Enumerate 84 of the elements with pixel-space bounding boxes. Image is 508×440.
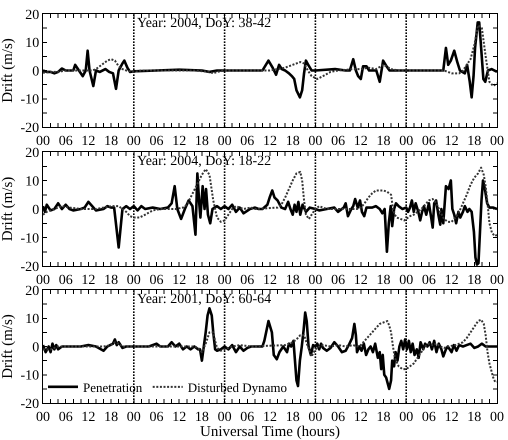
- y-tick-label: 0: [32, 202, 40, 218]
- x-tick-label: 00: [308, 410, 322, 425]
- y-tick-label: 20: [25, 8, 40, 23]
- x-tick-label: 06: [150, 134, 164, 149]
- x-tick-label: 12: [81, 134, 96, 149]
- x-tick-label: 00: [490, 134, 504, 149]
- y-tick-label: -20: [20, 260, 40, 275]
- y-tick-label: -10: [20, 368, 40, 384]
- x-tick-label: 12: [81, 410, 96, 425]
- x-tick-label: 18: [104, 134, 118, 149]
- x-tick-label: 06: [240, 272, 254, 288]
- x-tick-label: 06: [331, 134, 346, 149]
- x-tick-label: 12: [263, 410, 277, 425]
- x-tick-label: 00: [36, 410, 50, 425]
- x-tick-label: 18: [467, 410, 482, 425]
- x-tick-label: 00: [399, 272, 414, 288]
- x-tick-label: 06: [58, 134, 73, 149]
- x-tick-label: 18: [376, 410, 390, 425]
- x-tick-label: 12: [354, 134, 368, 149]
- x-tick-label: 12: [444, 134, 459, 149]
- x-tick-label: 00: [490, 272, 504, 288]
- x-tick-label: 06: [58, 272, 73, 288]
- y-axis-title: Drift (m/s): [0, 314, 16, 379]
- legend-label: Disturbed Dynamo: [188, 380, 287, 395]
- y-tick-label: 0: [32, 64, 40, 80]
- x-tick-label: 18: [194, 410, 209, 425]
- x-tick-label: 18: [286, 410, 300, 425]
- x-tick-label: 00: [399, 410, 414, 425]
- x-tick-label: 18: [194, 272, 209, 288]
- y-tick-label: 0: [32, 340, 40, 356]
- x-tick-label: 12: [263, 134, 277, 149]
- x-tick-label: 18: [467, 272, 482, 288]
- x-tick-label: 06: [331, 410, 346, 425]
- x-tick-label: 06: [422, 410, 436, 425]
- x-tick-label: 18: [376, 272, 390, 288]
- x-tick-label: 00: [308, 134, 322, 149]
- x-tick-label: 06: [422, 134, 436, 149]
- x-tick-label: 12: [444, 410, 459, 425]
- y-axis-title: Drift (m/s): [0, 176, 16, 242]
- y-tick-label: 10: [25, 174, 40, 190]
- y-tick-label: 10: [25, 36, 40, 52]
- x-tick-label: 00: [218, 410, 232, 425]
- x-tick-label: 00: [399, 134, 414, 149]
- x-tick-label: 18: [376, 134, 390, 149]
- y-tick-label: 10: [25, 312, 40, 328]
- x-tick-label: 12: [444, 272, 459, 288]
- x-tick-label: 00: [126, 272, 141, 288]
- x-tick-label: 18: [286, 134, 300, 149]
- x-tick-label: 12: [172, 134, 186, 149]
- x-tick-label: 00: [218, 272, 232, 288]
- x-tick-label: 12: [172, 272, 186, 288]
- x-tick-label: 18: [104, 272, 118, 288]
- annotation: Year: 2004, DoY: 38-42: [137, 16, 272, 31]
- y-tick-label: -20: [20, 396, 40, 412]
- annotation: Year: 2001, DoY: 60-64: [137, 292, 272, 307]
- x-tick-label: 18: [286, 272, 300, 288]
- y-tick-label: 20: [25, 284, 40, 299]
- x-tick-label: 06: [240, 410, 254, 425]
- x-tick-label: 06: [240, 134, 254, 149]
- x-tick-label: 00: [308, 272, 322, 288]
- x-tick-label: 12: [354, 410, 368, 425]
- x-tick-label: 00: [490, 410, 504, 425]
- y-tick-label: -10: [20, 92, 40, 108]
- x-tick-label: 00: [126, 134, 141, 149]
- x-tick-label: 06: [150, 410, 164, 425]
- x-tick-label: 12: [263, 272, 277, 288]
- x-tick-label: 18: [467, 134, 482, 149]
- x-tick-label: 12: [172, 410, 186, 425]
- x-tick-label: 06: [58, 410, 73, 425]
- x-tick-label: 06: [422, 272, 436, 288]
- x-tick-label: 00: [126, 410, 141, 425]
- x-tick-label: 18: [104, 410, 118, 425]
- y-axis-title: Drift (m/s): [0, 38, 16, 103]
- x-tick-label: 06: [150, 272, 164, 288]
- annotation: Year: 2004, DoY: 18-22: [137, 154, 272, 169]
- x-tick-label: 00: [218, 134, 232, 149]
- x-tick-label: 12: [81, 272, 96, 288]
- x-tick-label: 06: [331, 272, 346, 288]
- y-tick-label: -20: [20, 120, 40, 136]
- x-axis-title: Universal Time (hours): [200, 424, 340, 440]
- x-tick-label: 18: [194, 134, 209, 149]
- y-tick-label: -10: [20, 231, 40, 246]
- x-tick-label: 12: [354, 272, 368, 288]
- legend-label: Penetration: [83, 380, 143, 395]
